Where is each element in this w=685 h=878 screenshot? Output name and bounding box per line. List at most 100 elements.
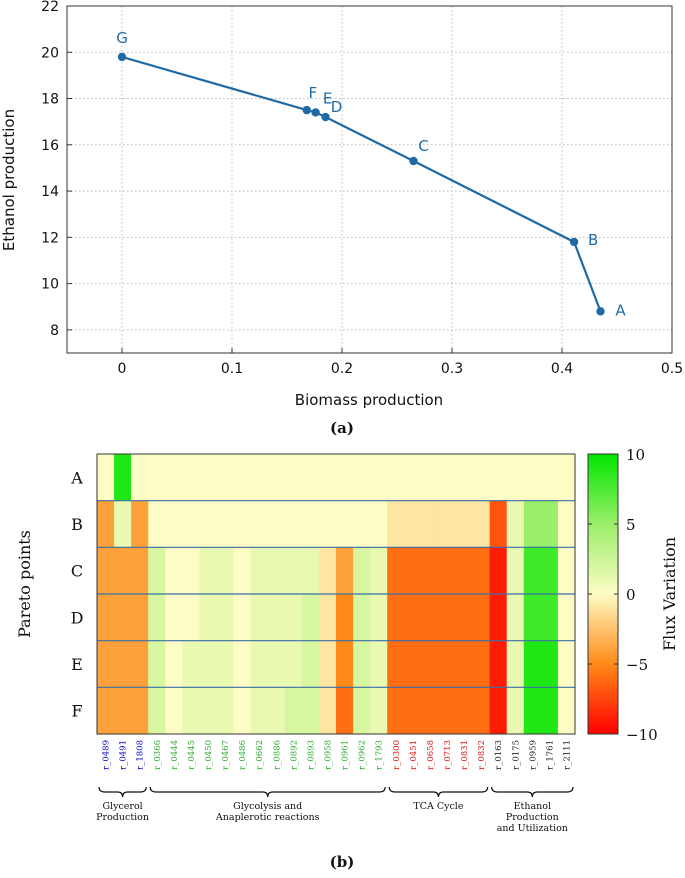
y-tick-label: 22 [41,0,59,15]
cell-C-r_0444 [165,547,183,595]
flux-heatmap-chart: Pareto points A B C D E F 10 5 0 −5 −10 Flux Vari… [15,446,679,871]
group-label: and Utilization [497,823,568,834]
column-label-r_0450: r_0450 [204,740,214,770]
group-label: Glycerol [102,801,142,812]
column-label-r_1808: r_1808 [136,740,146,770]
column-label-r_0489: r_0489 [102,740,112,770]
cell-D-r_0658 [421,594,439,642]
cell-E-r_0892 [284,640,303,688]
column-label-r_0713: r_0713 [443,740,453,770]
y-tick-label: 10 [41,277,59,293]
cell-E-r_0489 [97,640,115,688]
point-label-C: C [418,137,428,155]
cell-B-r_0662 [250,500,269,548]
cell-F-r_0467 [216,687,234,735]
cell-C-r_0491 [114,547,132,595]
cell-F-r_0486 [233,687,252,735]
cell-A-r_0300 [387,454,405,502]
row-label-B: B [71,515,83,534]
cell-B-r_0962 [353,500,371,548]
cell-A-r_0467 [216,454,234,502]
x-tick-label: 0.2 [331,361,353,377]
row-labels: A B C D E F [70,468,83,720]
heatmap-frame [96,453,576,735]
cell-E-r_0961 [336,640,354,688]
row-label-F: F [71,702,82,721]
cell-D-r_0959 [523,594,542,642]
column-label-r_0467: r_0467 [221,740,231,770]
x-axis-label: Biomass production [295,391,443,409]
cell-C-r_0961 [336,547,354,595]
cell-E-r_0467 [216,640,234,688]
cell-D-r_0300 [387,594,405,642]
cell-D-r_0444 [165,594,183,642]
colorbar-ticks: 10 5 0 −5 −10 [588,446,658,744]
cell-F-r_0658 [421,687,439,735]
column-label-r_0451: r_0451 [409,740,419,770]
cell-A-r_0486 [233,454,252,502]
group-label: TCA Cycle [413,801,463,812]
heatmap-y-axis-label: Pareto points [15,530,34,638]
cell-E-r_0959 [523,640,542,688]
cell-A-r_0450 [199,454,217,502]
cell-B-r_0892 [284,500,303,548]
cell-A-r_1761 [540,454,559,502]
cell-A-r_0175 [506,454,525,502]
y-axis-label: Ethanol production [0,109,18,251]
cell-C-r_0658 [421,547,439,595]
point-G [117,52,127,62]
cell-F-r_1808 [131,687,149,735]
cell-E-r_0893 [301,640,320,688]
group-label: Production [506,812,559,823]
cell-E-r_1761 [540,640,559,688]
point-D [321,112,330,122]
cell-D-r_0467 [216,594,234,642]
colorbar-tick-label: −10 [626,726,658,744]
cell-D-r_0893 [301,594,320,642]
cell-B-r_0832 [472,500,491,548]
cell-E-r_0163 [489,640,508,688]
x-tick-label: 0.5 [661,361,683,377]
cell-D-r_1761 [540,594,559,642]
cell-F-r_0451 [404,687,422,735]
cell-C-r_0662 [250,547,269,595]
cell-A-r_2111 [557,454,576,502]
cell-B-r_0713 [438,500,456,548]
cell-F-r_0445 [182,687,200,735]
cell-E-r_0962 [353,640,371,688]
cell-E-r_0491 [114,640,132,688]
cell-C-r_0959 [523,547,542,595]
group-label: Ethanol [514,801,551,812]
cell-E-r_0366 [148,640,166,688]
cell-F-r_0366 [148,687,166,735]
cell-F-r_0892 [284,687,303,735]
point-F [302,105,311,115]
heatmap-cells [97,454,576,735]
cell-E-r_0300 [387,640,405,688]
cell-A-r_0163 [489,454,508,502]
cell-D-r_0450 [199,594,217,642]
cell-A-r_0451 [404,454,422,502]
cell-D-r_0451 [404,594,422,642]
cell-B-r_0467 [216,500,234,548]
cell-E-r_0451 [404,640,422,688]
cell-B-r_0489 [97,500,115,548]
plot-frame [66,5,673,354]
cell-F-r_0893 [301,687,320,735]
y-tick-label: 20 [41,45,59,61]
colorbar-tick-label: 5 [626,516,636,534]
column-label-r_0175: r_0175 [511,740,521,770]
cell-B-r_0451 [404,500,422,548]
cell-E-r_0175 [506,640,525,688]
column-labels: r_0489 r_0491 r_1808 r_0366 r_0444 r_0445 r_04… [102,740,573,770]
point-B [569,237,579,247]
grid-lines [67,5,673,353]
column-label-r_0444: r_0444 [170,740,180,770]
cell-A-r_0831 [455,454,473,502]
cell-A-r_0959 [523,454,542,502]
cell-C-r_0893 [301,547,320,595]
group-label: Anaplerotic reactions [215,812,320,823]
cell-F-r_0886 [267,687,286,735]
column-label-r_0163: r_0163 [494,740,504,770]
